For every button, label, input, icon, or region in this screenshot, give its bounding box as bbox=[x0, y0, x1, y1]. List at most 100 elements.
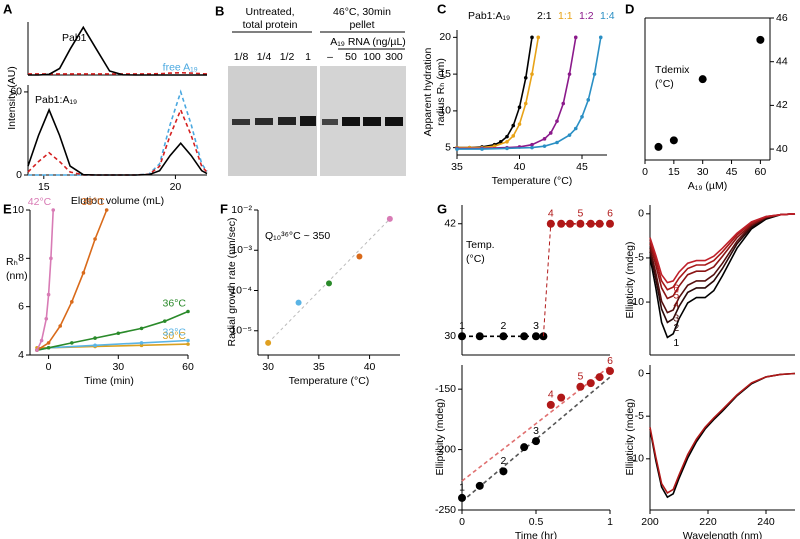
panel-label: G bbox=[437, 201, 447, 216]
data-point bbox=[517, 122, 522, 126]
data-point bbox=[542, 137, 547, 141]
legend-label: 30°C bbox=[163, 330, 187, 342]
point-label: 6 bbox=[607, 355, 613, 367]
legend-label: 1:2 bbox=[579, 10, 594, 22]
series-line bbox=[457, 37, 533, 149]
data-point bbox=[505, 139, 509, 144]
x-tick-label: 0 bbox=[642, 166, 648, 178]
data-point bbox=[530, 145, 534, 150]
data-point bbox=[576, 382, 585, 391]
data-point bbox=[162, 319, 167, 323]
x-tick-label: 35 bbox=[313, 361, 325, 373]
point-label: 2 bbox=[501, 455, 507, 467]
x-tick-label: 15 bbox=[668, 166, 680, 178]
y-tick-label: 4 bbox=[18, 349, 24, 361]
gel-band bbox=[278, 117, 296, 125]
y-axis-label: Radial growth rate (nm/sec) bbox=[226, 218, 238, 347]
data-point bbox=[139, 326, 144, 331]
x-tick-label: 30 bbox=[697, 166, 709, 178]
data-point bbox=[536, 35, 541, 40]
data-point bbox=[35, 348, 39, 352]
series-line bbox=[649, 213, 796, 314]
x-tick-label: 15 bbox=[38, 181, 50, 193]
x-tick-label: 20 bbox=[170, 181, 182, 193]
y-tick-label: 10⁻⁵ bbox=[230, 325, 252, 337]
x-tick-label: 220 bbox=[699, 516, 717, 528]
x-tick-label: 60 bbox=[755, 166, 767, 178]
legend-label: free A₁₉ bbox=[163, 62, 198, 74]
data-point bbox=[561, 101, 566, 106]
gel-lane-label: 1 bbox=[305, 51, 311, 63]
y-tick-label: 40 bbox=[776, 143, 788, 155]
data-point bbox=[557, 219, 566, 228]
series-line bbox=[649, 213, 796, 284]
data-point bbox=[475, 481, 484, 490]
data-point bbox=[81, 271, 86, 275]
data-point bbox=[139, 341, 144, 345]
annotation: Q₁₀³⁶°C ~ 350 bbox=[265, 230, 330, 242]
data-point bbox=[520, 332, 529, 341]
x-tick-label: 45 bbox=[576, 161, 588, 173]
y-tick-label: 8 bbox=[18, 252, 24, 264]
y-tick-label: 10⁻⁴ bbox=[230, 284, 252, 296]
y-tick-label: 0 bbox=[638, 367, 644, 379]
series-line bbox=[36, 209, 108, 351]
connector bbox=[542, 223, 552, 337]
y-tick-label: -10 bbox=[629, 453, 644, 465]
y-tick-label: 10 bbox=[12, 204, 24, 216]
point-label: 1 bbox=[459, 320, 465, 332]
y-axis-label: Ellipticity (mdeg) bbox=[624, 241, 636, 318]
data-point bbox=[523, 75, 528, 80]
data-point bbox=[498, 139, 503, 144]
legend-label: 1 bbox=[673, 337, 679, 349]
y-tick-label: 0 bbox=[638, 208, 644, 220]
data-point bbox=[93, 237, 97, 241]
series-line bbox=[28, 25, 207, 76]
data-point bbox=[511, 134, 516, 138]
data-point bbox=[598, 35, 603, 40]
data-point bbox=[511, 123, 516, 128]
y-tick-label: 42 bbox=[776, 99, 788, 111]
y-axis-label: (°C) bbox=[466, 253, 485, 265]
data-point bbox=[326, 280, 332, 287]
series-line bbox=[27, 107, 208, 176]
point-label: 5 bbox=[577, 371, 583, 383]
data-point bbox=[654, 142, 663, 151]
x-axis-label: Temperature (°C) bbox=[289, 375, 370, 387]
y-tick-label: 10⁻³ bbox=[231, 244, 252, 256]
gel-group-label: total protein bbox=[243, 19, 298, 31]
data-point bbox=[39, 338, 44, 343]
y-axis-label: Intensity (AU) bbox=[6, 66, 18, 130]
point-label: 4 bbox=[548, 389, 554, 401]
x-tick-label: 40 bbox=[514, 161, 526, 173]
point-label: 4 bbox=[548, 208, 554, 220]
data-point bbox=[586, 379, 595, 388]
data-point bbox=[475, 332, 484, 341]
series-line bbox=[649, 213, 796, 300]
series-line bbox=[28, 71, 208, 75]
data-point bbox=[517, 105, 522, 110]
y-tick-label: 30 bbox=[444, 330, 456, 342]
series-line bbox=[36, 310, 189, 351]
y-tick-label: -150 bbox=[435, 383, 456, 395]
gel-lane-label: 50 bbox=[345, 51, 357, 63]
gel-group-label: pellet bbox=[349, 19, 374, 31]
legend-title: Pab1:A₁₉ bbox=[468, 10, 510, 22]
x-axis-label: Time (hr) bbox=[515, 530, 557, 539]
legend-label: 1:4 bbox=[600, 10, 615, 22]
x-tick-label: 30 bbox=[112, 361, 124, 373]
gel-band bbox=[255, 118, 273, 125]
y-tick-label: -250 bbox=[435, 504, 456, 516]
point-label: 3 bbox=[533, 425, 539, 437]
data-point bbox=[546, 219, 555, 228]
gel-group-label: Untreated, bbox=[245, 6, 294, 18]
panel-annotation: Pab1:A₁₉ bbox=[35, 94, 77, 106]
x-axis-label: Elution volume (mL) bbox=[71, 195, 164, 207]
data-point bbox=[295, 299, 302, 306]
x-axis-label: Temperature (°C) bbox=[492, 175, 573, 187]
gel-lane-label: – bbox=[327, 51, 333, 63]
point-label: 1 bbox=[459, 482, 465, 494]
x-tick-label: 0.5 bbox=[529, 516, 544, 528]
